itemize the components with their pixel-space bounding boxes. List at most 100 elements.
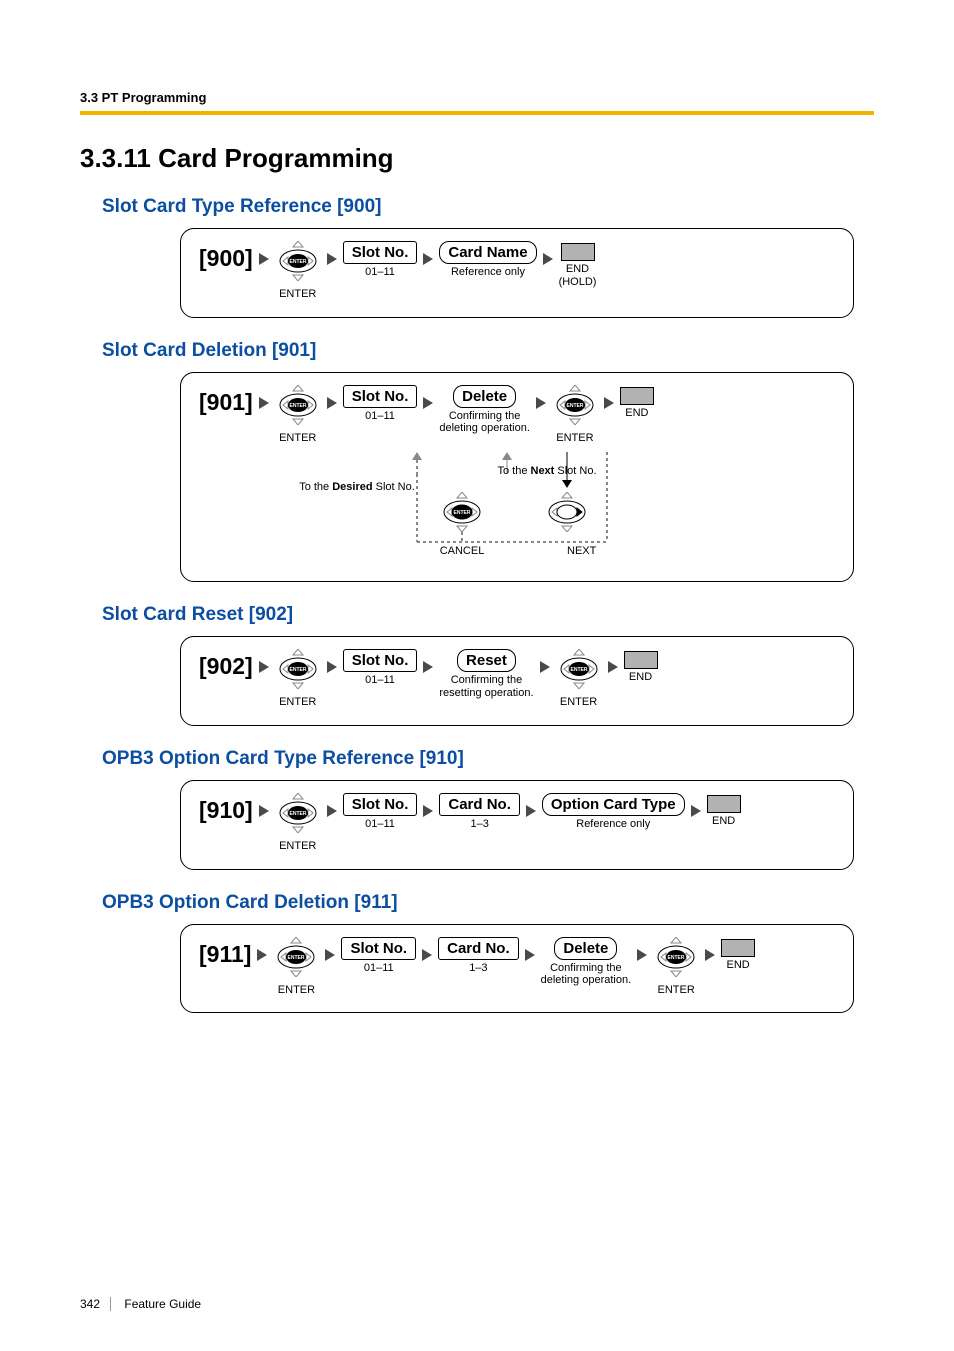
program-code: [911] [199, 937, 251, 968]
enter-key-icon: ENTER [556, 649, 602, 694]
arrow-icon [421, 793, 435, 819]
flow-diagram: [911] ENTER ENTER Slot No. 01–11 Card No.… [180, 924, 854, 1014]
step-sublabel: ENTER [658, 984, 695, 997]
step-sublabel: 01–11 [365, 674, 395, 687]
step-pill: Slot No. [343, 385, 418, 408]
subsection-heading: OPB3 Option Card Type Reference [910] [102, 748, 874, 770]
arrow-icon [534, 385, 548, 411]
accent-rule [80, 111, 874, 115]
step-pill: Slot No. [341, 937, 416, 960]
svg-text:ENTER: ENTER [289, 667, 306, 673]
step-sublabel: 01–11 [364, 962, 394, 975]
step-sublabel: END(HOLD) [559, 263, 597, 288]
enter-key-icon: ENTER [273, 937, 319, 982]
page-footer: 342 Feature Guide [80, 1297, 201, 1311]
enter-key-icon: ENTER [275, 793, 321, 838]
enter-key-icon: ENTER [275, 385, 321, 430]
arrow-icon [257, 649, 271, 675]
step-sublabel: END [629, 671, 652, 684]
flow-diagram: [910] ENTER ENTER Slot No.01–11 Card No.… [180, 780, 854, 870]
end-key-icon [721, 939, 755, 957]
svg-text:ENTER: ENTER [289, 259, 306, 265]
step-sublabel: 1–3 [469, 962, 487, 975]
step-sublabel: END [727, 959, 750, 972]
step-pill: Reset [457, 649, 516, 672]
step-sublabel: 01–11 [365, 266, 395, 279]
arrow-icon [325, 241, 339, 267]
step-pill: Card No. [438, 937, 519, 960]
step-pill: Card No. [439, 793, 520, 816]
svg-text:ENTER: ENTER [289, 811, 306, 817]
arrow-icon [421, 649, 435, 675]
arrow-icon [421, 241, 435, 267]
arrow-icon [257, 793, 271, 819]
step-sublabel: Confirming thedeleting operation. [541, 962, 632, 987]
svg-text:ENTER: ENTER [668, 955, 685, 961]
subsection-heading: Slot Card Reset [902] [102, 604, 874, 626]
program-code: [901] [199, 385, 253, 416]
enter-key-icon: ENTER [275, 241, 321, 286]
step-sublabel: ENTER [278, 984, 315, 997]
step-sublabel: ENTER [279, 288, 316, 301]
program-code: [902] [199, 649, 253, 680]
step-sublabel: END [712, 815, 735, 828]
doc-title: Feature Guide [124, 1297, 201, 1311]
arrow-icon [523, 937, 537, 963]
page-title: 3.3.11 Card Programming [80, 143, 874, 174]
step-sublabel: END [625, 407, 648, 420]
step-pill: Delete [453, 385, 516, 408]
arrow-icon [325, 385, 339, 411]
svg-text:NEXT: NEXT [567, 545, 597, 557]
program-code: [910] [199, 793, 253, 824]
step-sublabel: ENTER [556, 432, 593, 445]
subsection-heading: Slot Card Deletion [901] [102, 340, 874, 362]
step-sublabel: Confirming theresetting operation. [439, 674, 533, 699]
step-sublabel: 1–3 [470, 818, 488, 831]
step-pill: Card Name [439, 241, 536, 264]
svg-text:CANCEL: CANCEL [440, 545, 485, 557]
arrow-icon [257, 241, 271, 267]
step-sublabel: ENTER [279, 696, 316, 709]
svg-text:ENTER: ENTER [289, 403, 306, 409]
arrow-icon [541, 241, 555, 267]
svg-text:To the Next Slot No.: To the Next Slot No. [497, 465, 596, 477]
arrow-icon [703, 937, 717, 963]
branch-diagram: To the Next Slot No. To the Desired Slot… [197, 452, 837, 565]
program-code: [900] [199, 241, 253, 272]
enter-key-icon: ENTER [552, 385, 598, 430]
arrow-icon [538, 649, 552, 675]
svg-text:ENTER: ENTER [566, 403, 583, 409]
enter-key-icon: ENTER [653, 937, 699, 982]
step-pill: Slot No. [343, 241, 418, 264]
end-key-icon [707, 795, 741, 813]
arrow-icon [325, 649, 339, 675]
step-sublabel: Reference only [576, 818, 650, 831]
arrow-icon [421, 385, 435, 411]
subsection-heading: Slot Card Type Reference [900] [102, 196, 874, 218]
end-key-icon [624, 651, 658, 669]
arrow-icon [257, 385, 271, 411]
running-header: 3.3 PT Programming [80, 90, 874, 105]
flow-diagram: [902] ENTER ENTER Slot No.01–11 ResetCon… [180, 636, 854, 726]
flow-diagram: [900] ENTER ENTER Slot No. 01–11 Card Nam… [180, 228, 854, 318]
flow-diagram: [901] ENTER ENTER Slot No.01–11 DeleteCo… [180, 372, 854, 583]
step-sublabel: 01–11 [365, 818, 395, 831]
subsection-heading: OPB3 Option Card Deletion [911] [102, 892, 874, 914]
step-sublabel: ENTER [279, 432, 316, 445]
arrow-icon [323, 937, 337, 963]
arrow-icon [420, 937, 434, 963]
step-sublabel: 01–11 [365, 410, 395, 423]
arrow-icon [635, 937, 649, 963]
arrow-icon [255, 937, 269, 963]
svg-text:ENTER: ENTER [454, 510, 471, 516]
arrow-icon [689, 793, 703, 819]
step-pill: Option Card Type [542, 793, 685, 816]
arrow-icon [606, 649, 620, 675]
enter-key-icon: ENTER [275, 649, 321, 694]
step-pill: Slot No. [343, 793, 418, 816]
step-sublabel: Reference only [451, 266, 525, 279]
svg-text:To the Desired Slot No.: To the Desired Slot No. [299, 481, 415, 493]
end-key-icon [561, 243, 595, 261]
arrow-icon [524, 793, 538, 819]
step-pill: Delete [554, 937, 617, 960]
